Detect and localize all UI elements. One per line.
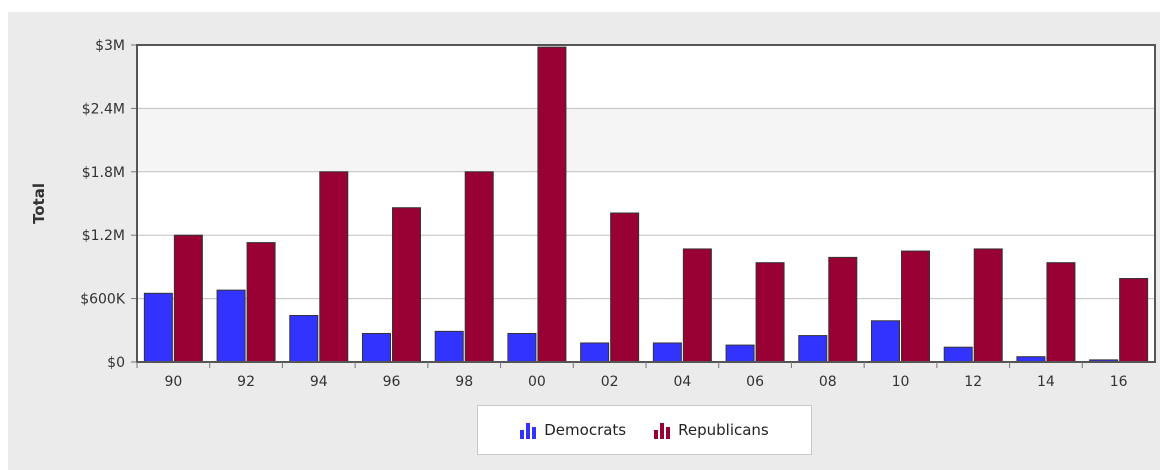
- x-tick-label: 14: [1037, 374, 1055, 390]
- y-tick-label: $2.4M: [82, 101, 125, 117]
- y-tick-label: $600K: [80, 292, 126, 308]
- x-tick-label: 98: [455, 374, 473, 390]
- bar-republicans-02[interactable]: [610, 212, 640, 363]
- bar-democrats-98[interactable]: [434, 330, 464, 363]
- bar-democrats-94[interactable]: [289, 315, 319, 363]
- y-tick-label: $0: [107, 355, 125, 371]
- bar-democrats-90[interactable]: [143, 292, 173, 363]
- plot-band: [137, 108, 1155, 172]
- x-tick-label: 02: [601, 374, 619, 390]
- bar-republicans-16[interactable]: [1119, 278, 1149, 363]
- y-tick-label: $1.8M: [82, 165, 125, 181]
- legend-item-democrats[interactable]: Democrats: [520, 421, 626, 439]
- bar-democrats-02[interactable]: [580, 342, 610, 363]
- y-axis-title: Total: [30, 183, 48, 224]
- bar-chart-icon: [654, 421, 671, 439]
- x-tick-label: 90: [164, 374, 182, 390]
- bar-republicans-96[interactable]: [392, 207, 421, 363]
- bar-republicans-04[interactable]: [682, 248, 712, 363]
- chart-legend: Democrats Republicans: [477, 405, 812, 455]
- bar-chart-icon: [520, 421, 537, 439]
- bar-republicans-92[interactable]: [246, 242, 276, 363]
- bar-republicans-00[interactable]: [537, 46, 567, 363]
- bar-democrats-92[interactable]: [216, 289, 246, 363]
- bar-republicans-94[interactable]: [319, 171, 349, 363]
- legend-item-republicans[interactable]: Republicans: [654, 421, 769, 439]
- bar-republicans-06[interactable]: [755, 262, 785, 363]
- y-tick-label: $3M: [95, 38, 125, 54]
- bar-republicans-12[interactable]: [973, 248, 1003, 363]
- x-tick-label: 10: [892, 374, 910, 390]
- x-tick-label: 12: [964, 374, 982, 390]
- bar-democrats-12[interactable]: [943, 346, 973, 363]
- bar-democrats-10[interactable]: [871, 320, 900, 363]
- legend-label: Republicans: [678, 421, 769, 439]
- bar-republicans-90[interactable]: [173, 234, 203, 363]
- x-tick-label: 96: [383, 374, 401, 390]
- x-tick-label: 00: [528, 374, 546, 390]
- bar-democrats-00[interactable]: [507, 332, 537, 363]
- x-tick-label: 08: [819, 374, 837, 390]
- bar-democrats-04[interactable]: [652, 342, 682, 363]
- bar-democrats-06[interactable]: [725, 344, 755, 363]
- x-tick-label: 94: [310, 374, 328, 390]
- y-tick-label: $1.2M: [82, 228, 125, 244]
- bar-democrats-08[interactable]: [798, 335, 828, 363]
- x-tick-label: 92: [237, 374, 255, 390]
- bar-democrats-96[interactable]: [362, 332, 391, 363]
- legend-label: Democrats: [544, 421, 627, 439]
- bar-republicans-14[interactable]: [1046, 262, 1076, 363]
- x-tick-label: 06: [746, 374, 764, 390]
- bar-republicans-98[interactable]: [464, 171, 494, 363]
- x-tick-label: 04: [673, 374, 691, 390]
- bar-republicans-10[interactable]: [901, 250, 930, 363]
- x-tick-label: 16: [1110, 374, 1128, 390]
- bar-republicans-08[interactable]: [828, 256, 858, 363]
